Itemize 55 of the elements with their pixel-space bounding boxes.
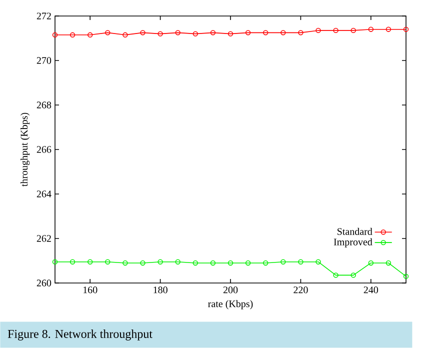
- point: [105, 259, 110, 264]
- point: [140, 260, 146, 266]
- point: [298, 30, 304, 36]
- point: [280, 30, 286, 36]
- point: [280, 259, 286, 264]
- legend-label: Improved: [334, 238, 372, 248]
- y-tick-label: 270: [36, 57, 52, 64]
- y-tick-label: 262: [36, 235, 51, 242]
- point: [386, 26, 392, 32]
- point: [192, 31, 198, 36]
- point: [122, 32, 128, 38]
- point: [70, 32, 76, 38]
- point: [210, 260, 216, 266]
- point: [88, 32, 93, 38]
- x-tick-label: 220: [294, 286, 308, 294]
- point: [386, 260, 392, 266]
- point: [175, 259, 180, 264]
- point: [298, 259, 304, 264]
- caption: Figure 8. Network throughput: [8, 330, 152, 340]
- x-tick-label: 180: [154, 286, 168, 294]
- point: [368, 26, 374, 32]
- point: [333, 28, 338, 34]
- point: [228, 31, 234, 36]
- point: [210, 30, 216, 36]
- point: [263, 30, 268, 36]
- legend-label: Standard: [338, 228, 372, 235]
- point: [350, 28, 356, 34]
- y-tick-label: 268: [36, 102, 52, 108]
- x-tick-label: 200: [223, 286, 238, 294]
- y-tick-label: 272: [36, 12, 51, 20]
- point: [140, 30, 146, 36]
- y-tick-label: 264: [36, 190, 52, 198]
- y-axis-title: throughput (Kbps): [20, 112, 30, 186]
- point: [228, 260, 234, 266]
- point: [350, 272, 356, 278]
- x-tick-label: 240: [364, 286, 378, 294]
- point: [368, 260, 374, 266]
- point: [333, 272, 338, 278]
- y-tick-label: 260: [36, 280, 52, 286]
- point: [316, 28, 321, 34]
- y-tick-label: 266: [36, 146, 52, 153]
- point: [88, 259, 93, 264]
- point: [192, 260, 198, 266]
- point: [263, 260, 268, 266]
- x-tick-label: 160: [83, 286, 98, 294]
- point: [158, 31, 163, 36]
- point: [245, 30, 251, 36]
- point: [245, 260, 251, 266]
- point: [316, 259, 321, 264]
- point: [158, 259, 163, 264]
- x-axis-title: rate (Kbps): [208, 300, 253, 310]
- point: [175, 30, 180, 36]
- point: [122, 260, 128, 266]
- point: [105, 30, 110, 36]
- point: [70, 259, 76, 264]
